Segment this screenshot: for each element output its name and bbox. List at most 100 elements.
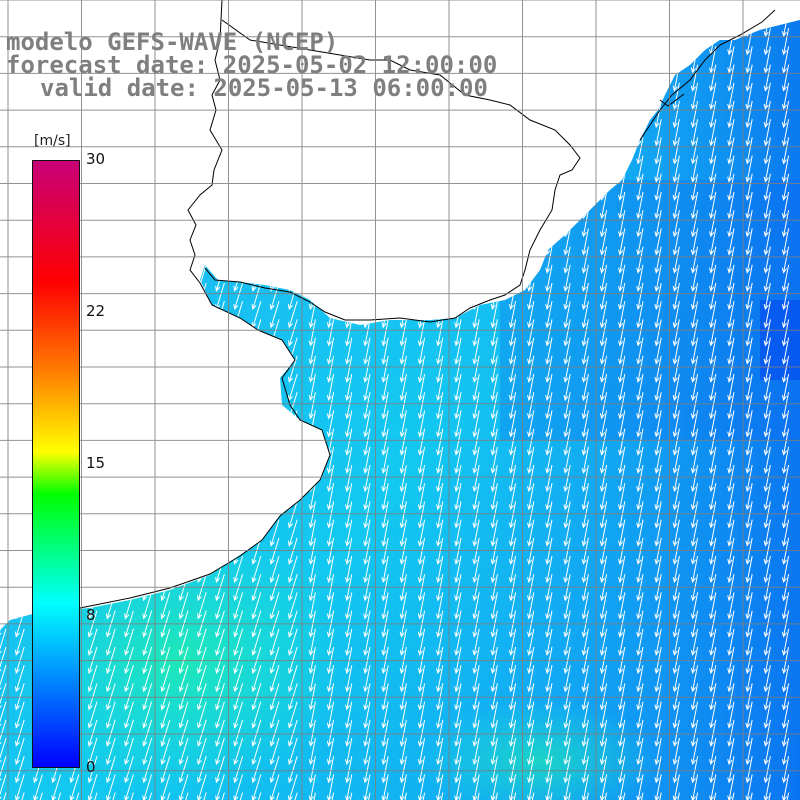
wind-arrow [763,446,771,474]
wind-arrow [690,82,699,110]
wind-arrow [545,628,553,656]
wind-arrow [233,592,244,620]
wind-arrow [490,410,498,438]
wind-arrow [781,82,790,110]
wind-arrow [563,774,571,800]
wind-arrow [581,210,589,238]
wind-arrow [672,373,680,402]
wind-arrow [490,373,498,402]
wind-arrow [0,792,7,800]
wind-arrow [618,555,626,584]
wind-arrow [142,683,153,711]
wind-arrow [472,501,480,529]
wind-arrow [672,337,680,365]
wind-arrow [727,701,735,729]
wind-arrow [363,792,371,800]
wind-arrow [709,82,717,110]
wind-arrow [690,137,699,165]
wind-arrow [399,774,407,800]
wind-arrow [599,628,608,656]
wind-arrow [636,392,644,420]
wind-arrow [142,701,153,729]
wind-arrow [690,501,699,529]
wind-arrow [672,701,680,729]
wind-arrow [251,756,262,784]
wind-arrow [308,519,316,547]
wind-arrow [654,555,662,584]
wind-arrow [636,319,644,347]
wind-arrow [781,483,790,511]
wind-arrow [142,665,153,693]
wind-arrow [599,337,608,365]
wind-arrow [326,519,335,547]
wind-arrow [363,410,371,438]
wind-arrow [690,665,699,693]
wind-arrow [472,373,480,402]
wind-arrow [781,282,790,311]
wind-arrow [105,646,116,675]
wind-arrow [581,410,589,438]
wind-arrow [215,737,225,766]
wind-arrow [727,464,735,493]
coastline [79,0,776,609]
wind-arrow [599,246,608,274]
wind-arrow [87,665,98,693]
wind-arrow [781,701,790,729]
wind-arrow [690,592,699,620]
wind-arrow [87,628,98,656]
wind-arrow [636,373,644,402]
wind-arrow [215,628,225,656]
wind-arrow [326,373,335,402]
wind-arrow [727,737,735,766]
wind-arrow [745,191,753,220]
wind-arrow [436,446,444,474]
wind-arrow [417,392,426,420]
wind-arrow [381,464,389,493]
wind-arrow [251,737,262,766]
wind-arrow [326,464,335,493]
wind-arrow [709,392,717,420]
wind-arrow [345,737,353,766]
wind-arrow [654,173,662,201]
wind-arrow [745,756,753,784]
wind-arrow [727,82,735,110]
wind-arrow [472,319,480,347]
wind-arrow [563,264,571,292]
wind-arrow [417,483,426,511]
wind-arrow [672,301,680,329]
wind-arrow [745,373,753,402]
wind-arrow [251,628,262,656]
wind-arrow [417,355,426,383]
wind-arrow [363,683,371,711]
wind-arrow [527,373,535,402]
wind-arrow [0,719,7,747]
wind-arrow [690,228,699,256]
wind-arrow [124,792,134,800]
wind-arrow [345,519,353,547]
wind-arrow [436,392,444,420]
wind-arrow [618,792,626,800]
wind-arrow [399,428,407,456]
wind-arrow [508,592,517,620]
wind-arrow [142,646,153,675]
wind-arrow [436,428,444,456]
wind-arrow [654,392,662,420]
wind-arrow [326,683,335,711]
wind-arrow [490,774,498,800]
wind-arrow [690,155,699,183]
wind-arrow [727,210,735,238]
wind-arrow [599,464,608,493]
wind-arrow [0,646,7,675]
wind-arrow [508,301,517,329]
wind-arrow [618,428,626,456]
wind-arrow [581,428,589,456]
wind-arrow [654,410,662,438]
wind-arrow [508,555,517,584]
wind-arrow [345,683,353,711]
wind-arrow [618,737,626,766]
wind-arrow [763,301,771,329]
wind-arrow [14,719,25,747]
wind-arrow [527,592,535,620]
wind-arrow [690,428,699,456]
wind-arrow [105,756,116,784]
